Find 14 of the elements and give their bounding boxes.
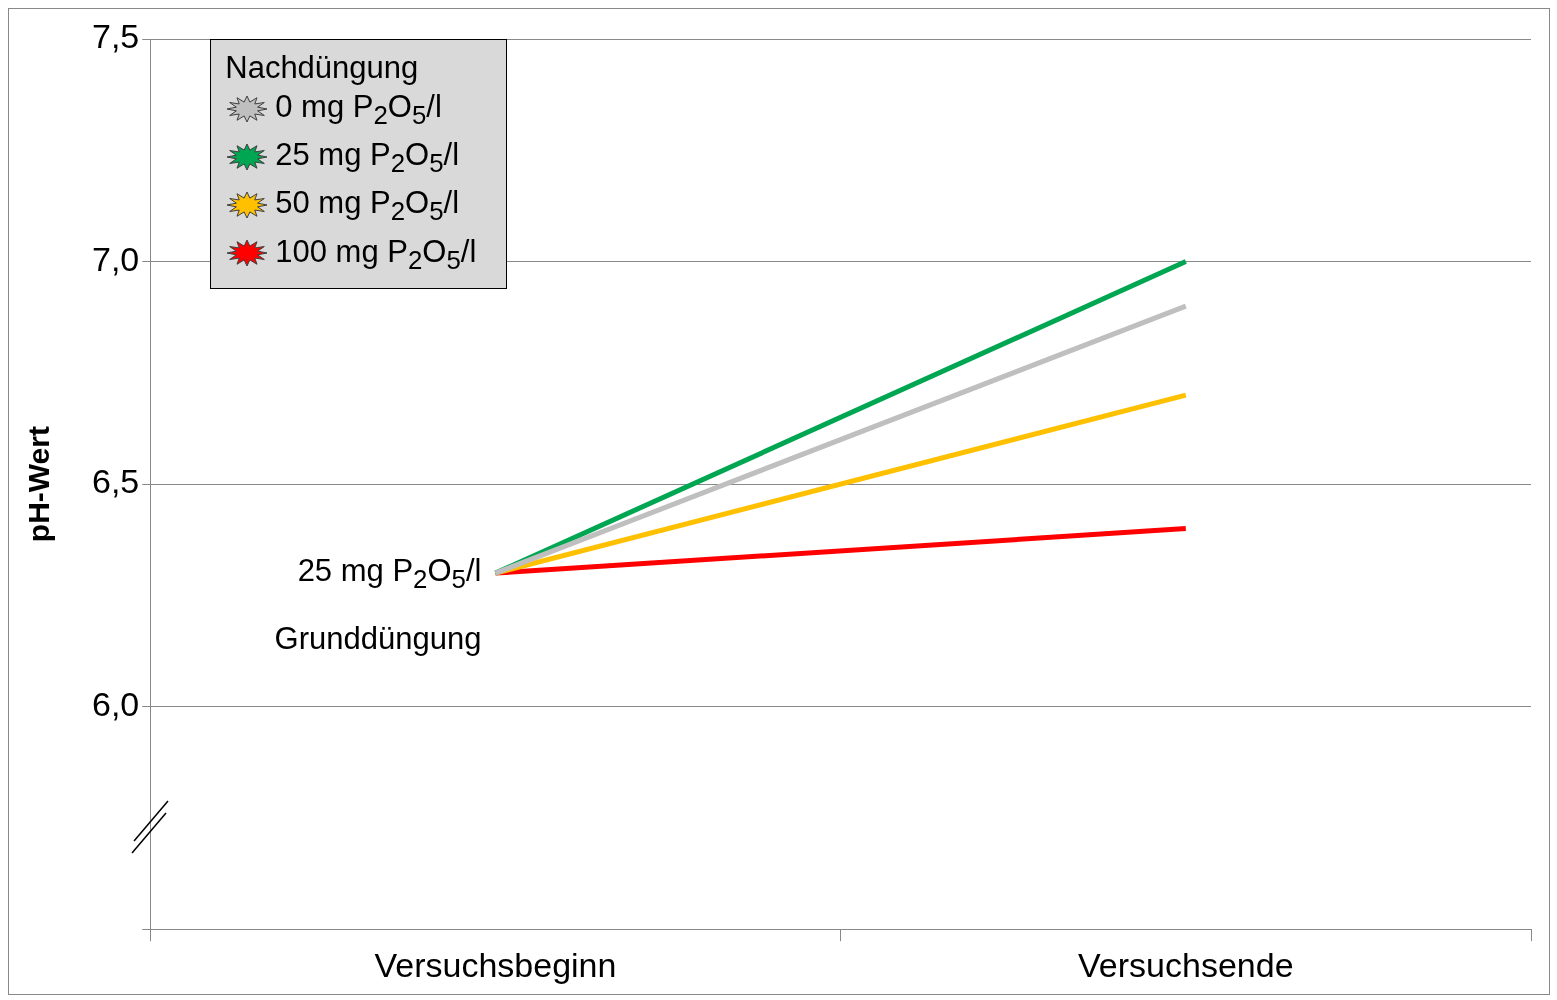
y-tick-label: 7,0 <box>92 239 140 278</box>
x-tick-label: Versuchsende <box>1078 945 1294 984</box>
legend-title: Nachdüngung <box>225 49 420 87</box>
legend-label: 50 mg P$_{2}$O$_{5}$/l <box>275 185 460 226</box>
annotation: 25 mg P$_{2}$O$_{5}$/l <box>297 553 482 595</box>
x-tick-label: Versuchsbeginn <box>374 945 617 984</box>
legend-label: 0 mg P$_{2}$O$_{5}$/l <box>275 89 442 130</box>
legend-label: 100 mg P$_{2}$O$_{5}$/l <box>275 233 477 274</box>
legend-label: 25 mg P$_{2}$O$_{5}$/l <box>275 137 460 178</box>
y-tick-label: 7,5 <box>92 17 140 56</box>
y-axis-title: pH-Wert <box>22 426 56 543</box>
y-tick-label: 6,0 <box>92 685 140 724</box>
annotation: Grunddüngung <box>274 621 482 658</box>
y-tick-label: 6,5 <box>92 462 140 501</box>
